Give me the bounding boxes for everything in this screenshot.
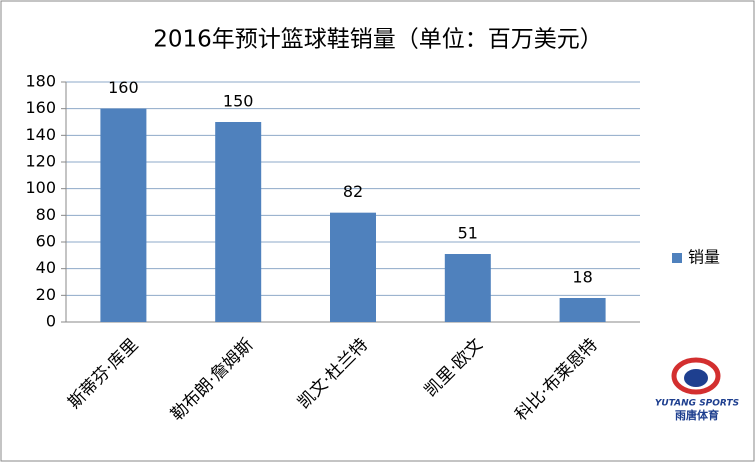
logo-text: YUTANG SPORTS [655, 399, 739, 409]
y-tick-label: 60 [36, 232, 56, 251]
bar [444, 254, 491, 322]
y-tick-label: 80 [36, 205, 56, 224]
bar [215, 122, 262, 322]
logo-core [684, 369, 708, 387]
logo: YUTANG SPORTS 雨唐体育 [655, 357, 739, 422]
legend-swatch [672, 253, 682, 263]
bar [559, 298, 606, 322]
y-tick-label: 20 [36, 285, 56, 304]
logo-subtext: 雨唐体育 [675, 408, 719, 422]
chart-title: 2016年预计篮球鞋销量（单位：百万美元） [153, 27, 603, 53]
value-label: 51 [458, 224, 478, 243]
y-tick-label: 160 [25, 98, 56, 117]
value-label: 160 [108, 78, 139, 97]
legend-label: 销量 [688, 248, 720, 267]
value-label: 82 [343, 182, 363, 201]
bar [330, 212, 376, 322]
y-tick-label: 140 [25, 125, 56, 144]
value-label: 18 [572, 268, 592, 287]
y-tick-label: 100 [25, 178, 56, 197]
value-label: 150 [223, 92, 254, 111]
y-tick-label: 40 [36, 258, 56, 277]
y-tick-label: 120 [25, 152, 56, 171]
bar [100, 108, 147, 323]
y-tick-label: 0 [46, 312, 56, 331]
y-tick-label: 180 [25, 72, 56, 91]
